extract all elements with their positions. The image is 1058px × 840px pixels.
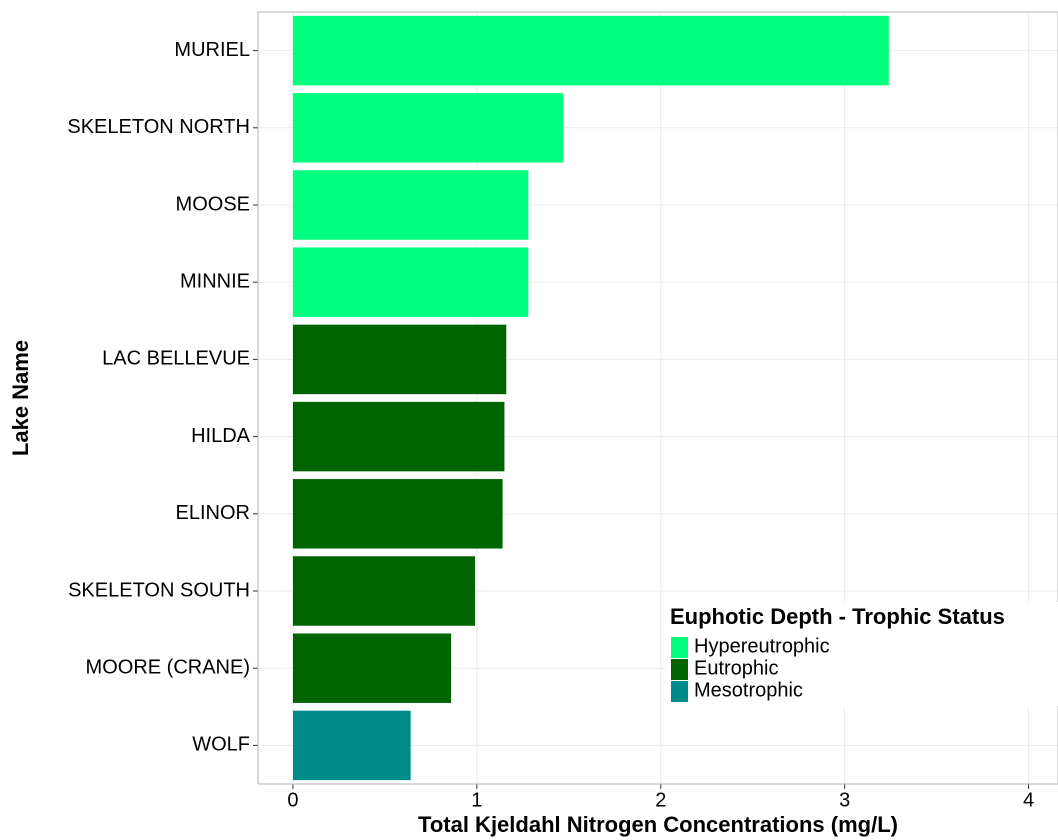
x-tick-label: 2 xyxy=(655,789,666,811)
y-tick-label: HILDA xyxy=(191,425,251,447)
y-tick-label: MINNIE xyxy=(180,270,250,292)
y-tick-label: MOOSE xyxy=(176,193,250,215)
legend-title: Euphotic Depth - Trophic Status xyxy=(670,604,1005,629)
y-tick-label: SKELETON SOUTH xyxy=(68,579,250,601)
x-tick-label: 3 xyxy=(839,789,850,811)
bar xyxy=(292,479,503,549)
y-tick-label: SKELETON NORTH xyxy=(67,116,250,138)
legend-swatch xyxy=(671,681,688,702)
legend-label: Mesotrophic xyxy=(694,679,803,701)
bar xyxy=(292,15,889,86)
panel-border xyxy=(257,11,1058,785)
y-tick-label: WOLF xyxy=(192,734,250,756)
bar xyxy=(292,247,529,317)
x-tick-label: 4 xyxy=(1023,789,1034,811)
bar xyxy=(292,170,529,240)
y-tick-label: MOORE (CRANE) xyxy=(86,656,250,678)
y-tick-label: LAC BELLEVUE xyxy=(102,348,250,370)
bar xyxy=(292,556,476,626)
y-tick-label: ELINOR xyxy=(176,502,250,524)
legend-label: Hypereutrophic xyxy=(694,635,830,657)
legend-swatch xyxy=(671,637,688,658)
legend-swatch xyxy=(671,659,688,680)
x-tick-label: 0 xyxy=(287,789,298,811)
y-tick-label: MURIEL xyxy=(174,39,250,61)
legend-background xyxy=(666,602,1058,706)
bar xyxy=(292,324,507,395)
y-axis-title: Lake Name xyxy=(8,340,33,456)
bar xyxy=(292,633,452,703)
x-axis-title: Total Kjeldahl Nitrogen Concentrations (… xyxy=(418,812,898,837)
bar xyxy=(292,401,505,472)
x-tick-label: 1 xyxy=(471,789,482,811)
bar xyxy=(292,710,411,781)
bar xyxy=(292,93,564,163)
legend-label: Eutrophic xyxy=(694,657,779,679)
